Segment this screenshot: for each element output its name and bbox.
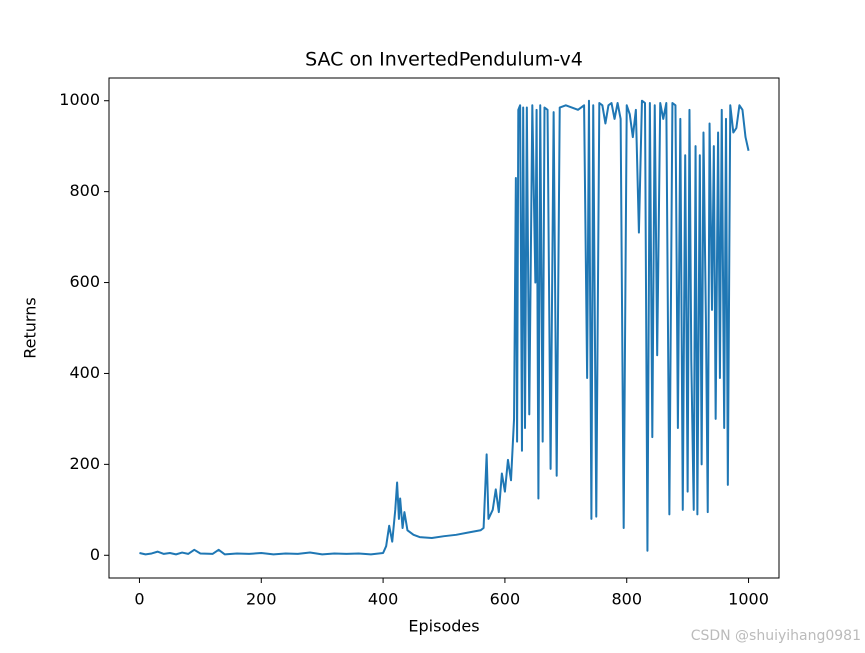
y-tick-label: 1000 xyxy=(59,90,100,109)
y-tick-label: 200 xyxy=(69,454,100,473)
data-line xyxy=(139,99,750,556)
x-tick-label: 1000 xyxy=(728,590,769,609)
x-tick-label: 400 xyxy=(368,590,399,609)
plot-frame xyxy=(108,77,780,579)
y-axis-label: Returns xyxy=(21,297,40,358)
chart-title: SAC on InvertedPendulum-v4 xyxy=(305,49,583,71)
x-tick-label: 600 xyxy=(490,590,521,609)
y-tick-label: 0 xyxy=(90,545,100,564)
x-axis-label: Episodes xyxy=(408,617,479,636)
x-tick-label: 0 xyxy=(134,590,144,609)
x-tick-label: 200 xyxy=(246,590,277,609)
watermark: CSDN @shuiyihang0981 xyxy=(691,628,861,644)
y-tick-label: 600 xyxy=(69,272,100,291)
x-tick-label: 800 xyxy=(611,590,642,609)
y-tick-label: 800 xyxy=(69,181,100,200)
y-tick-label: 400 xyxy=(69,363,100,382)
